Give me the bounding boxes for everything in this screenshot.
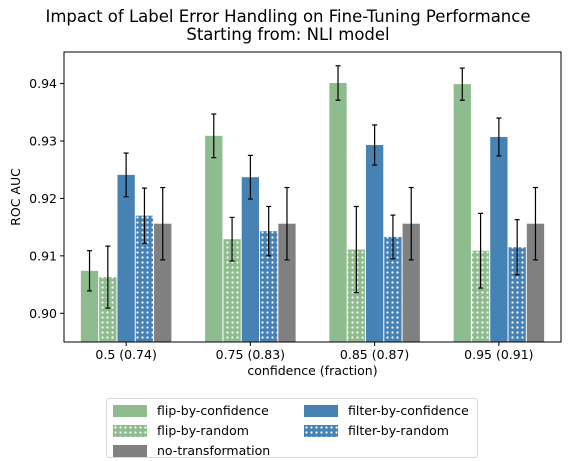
error-bar bbox=[514, 219, 520, 276]
bar-filter-by-random bbox=[508, 247, 526, 342]
y-tick-label: 0.91 bbox=[29, 248, 57, 263]
bar-flip-by-confidence bbox=[329, 83, 347, 343]
chart-title: Impact of Label Error Handling on Fine-T… bbox=[45, 7, 531, 26]
x-tick-label: 0.75 (0.83) bbox=[216, 347, 285, 362]
error-bar bbox=[459, 67, 465, 101]
legend-label: filter-by-random bbox=[348, 423, 449, 438]
bar-filter-by-confidence bbox=[365, 145, 384, 342]
error-bar bbox=[408, 186, 414, 261]
bar-no-transformation bbox=[526, 223, 545, 342]
y-tick-label: 0.94 bbox=[29, 76, 57, 91]
error-bar bbox=[247, 154, 253, 200]
error-bar bbox=[496, 117, 502, 157]
error-bar bbox=[141, 187, 147, 244]
chart-canvas: 0.5 (0.74) 0.75 (0.83) 0.85 (0.87) 0.95 (0.… bbox=[8, 51, 562, 378]
bar-filter-by-confidence bbox=[241, 177, 260, 342]
bar-flip-by-random bbox=[471, 250, 490, 342]
error-bar bbox=[160, 186, 166, 261]
bar-flip-by-confidence bbox=[80, 270, 99, 342]
bar-no-transformation bbox=[278, 223, 296, 342]
x-tick-label: 0.85 (0.87) bbox=[340, 347, 409, 362]
legend-label: flip-by-random bbox=[157, 423, 249, 438]
y-tick-label: 0.93 bbox=[29, 134, 57, 149]
bar-flip-by-random bbox=[99, 277, 117, 342]
chart-subtitle: Starting from: NLI model bbox=[186, 25, 390, 44]
error-bar bbox=[353, 205, 359, 294]
x-tick-label: 0.5 (0.74) bbox=[95, 347, 156, 362]
error-bar bbox=[266, 205, 272, 257]
bar-filter-by-confidence bbox=[117, 174, 135, 342]
legend-label: flip-by-confidence bbox=[157, 403, 269, 418]
bar-flip-by-confidence bbox=[453, 84, 471, 342]
error-bar bbox=[229, 216, 235, 262]
x-tick-label: 0.95 (0.91) bbox=[464, 347, 533, 362]
bar-filter-by-random bbox=[384, 236, 402, 342]
error-bars-layer bbox=[87, 65, 538, 309]
chart-legend: flip-by-confidence flip-by-random no-tra… bbox=[106, 398, 478, 458]
bar-flip-by-random bbox=[347, 249, 365, 342]
y-tick-label: 0.90 bbox=[29, 306, 57, 321]
plot-frame bbox=[63, 51, 562, 343]
bar-filter-by-random bbox=[135, 215, 154, 342]
error-bar bbox=[211, 113, 217, 159]
bars-layer bbox=[80, 83, 545, 343]
legend-label: no-transformation bbox=[157, 443, 271, 458]
error-bar bbox=[478, 212, 484, 289]
bar-filter-by-random bbox=[260, 231, 278, 342]
y-tick-label: 0.92 bbox=[29, 191, 57, 206]
error-bar bbox=[123, 152, 129, 198]
error-bar bbox=[284, 186, 290, 261]
bar-flip-by-confidence bbox=[205, 135, 223, 342]
axes-layer: 0.5 (0.74) 0.75 (0.83) 0.85 (0.87) 0.95 (0.… bbox=[8, 51, 562, 378]
error-bar bbox=[372, 124, 378, 166]
error-bar bbox=[532, 186, 538, 261]
error-bar bbox=[87, 250, 93, 292]
x-axis-label: confidence (fraction) bbox=[247, 363, 377, 378]
bar-no-transformation bbox=[402, 223, 420, 342]
bar-flip-by-random bbox=[223, 239, 241, 342]
bar-filter-by-confidence bbox=[490, 136, 508, 342]
y-axis-label: ROC AUC bbox=[8, 168, 23, 226]
bar-no-transformation bbox=[154, 223, 172, 342]
error-bar bbox=[105, 245, 111, 309]
error-bar bbox=[335, 65, 341, 101]
legend-label: filter-by-confidence bbox=[348, 403, 469, 418]
error-bar bbox=[390, 214, 396, 260]
